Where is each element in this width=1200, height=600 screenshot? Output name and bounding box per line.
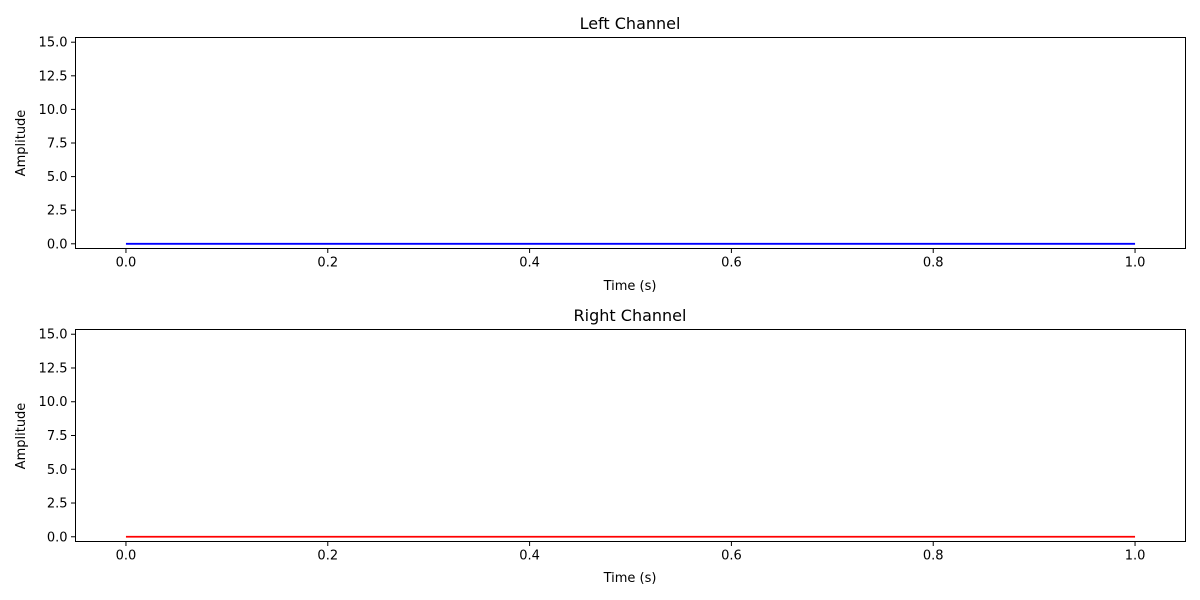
y-tick-label: 7.5 <box>47 137 68 152</box>
y-tick-label: 15.0 <box>39 36 68 51</box>
x-tick-label: 1.0 <box>1125 256 1146 271</box>
x-tick-label: 0.8 <box>923 256 944 271</box>
x-tick-label: 0.4 <box>519 549 540 564</box>
x-tick-label: 0.0 <box>116 549 137 564</box>
x-axis-label: Time (s) <box>603 279 657 294</box>
y-axis: 0.0 2.5 5.0 7.5 10.0 12.5 15.0 <box>39 328 76 545</box>
y-tick-label: 0.0 <box>47 237 68 252</box>
x-tick-label: 0.8 <box>923 549 944 564</box>
y-tick-label: 2.5 <box>47 204 68 219</box>
x-tick-label: 0.2 <box>317 549 338 564</box>
y-tick-label: 7.5 <box>47 429 68 444</box>
chart-title: Right Channel <box>574 306 687 325</box>
x-tick-label: 0.6 <box>721 256 742 271</box>
y-tick-label: 5.0 <box>47 170 68 185</box>
y-tick-label: 10.0 <box>39 395 68 410</box>
y-tick-label: 5.0 <box>47 463 68 478</box>
y-axis-label: Amplitude <box>14 110 29 177</box>
y-tick-label: 2.5 <box>47 497 68 512</box>
y-axis-label: Amplitude <box>14 403 29 470</box>
subplot-right-channel: Right Channel 0.0 0.2 0.4 0.6 0.8 1.0 0.0 2.5 5… <box>14 306 1186 586</box>
y-tick-label: 0.0 <box>47 530 68 545</box>
x-tick-label: 0.4 <box>519 256 540 271</box>
y-tick-label: 12.5 <box>39 69 68 84</box>
y-tick-label: 15.0 <box>39 328 68 343</box>
x-tick-label: 0.0 <box>116 256 137 271</box>
y-axis: 0.0 2.5 5.0 7.5 10.0 12.5 15.0 <box>39 36 76 252</box>
y-tick-label: 10.0 <box>39 103 68 118</box>
x-axis: 0.0 0.2 0.4 0.6 0.8 1.0 <box>116 541 1146 564</box>
x-axis: 0.0 0.2 0.4 0.6 0.8 1.0 <box>116 248 1146 271</box>
subplot-left-channel: Left Channel 0.0 0.2 0.4 0.6 0.8 1.0 0.0 2.5 5.… <box>14 14 1186 294</box>
x-tick-label: 1.0 <box>1125 549 1146 564</box>
x-tick-label: 0.6 <box>721 549 742 564</box>
chart-title: Left Channel <box>580 14 681 33</box>
y-tick-label: 12.5 <box>39 361 68 376</box>
x-tick-label: 0.2 <box>317 256 338 271</box>
x-axis-label: Time (s) <box>603 571 657 586</box>
